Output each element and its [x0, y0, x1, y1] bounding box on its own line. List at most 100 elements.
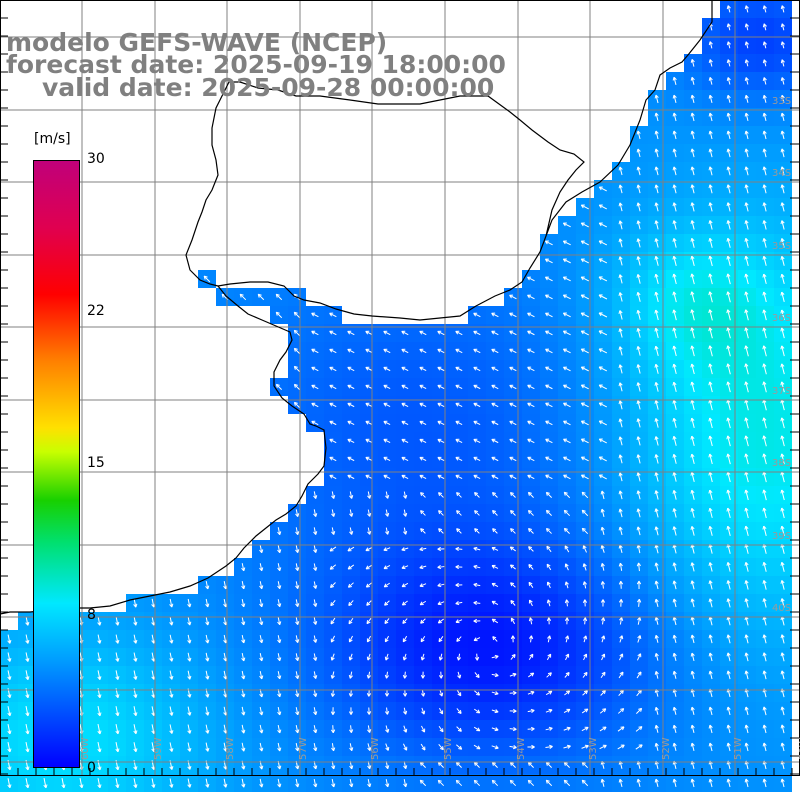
- wave-arrow: [690, 345, 695, 357]
- wave-arrow: [365, 420, 373, 426]
- wave-arrow: [636, 508, 641, 518]
- wave-arrow: [241, 670, 246, 680]
- wave-arrow: [277, 778, 282, 788]
- wave-arrow: [169, 634, 174, 644]
- wave-arrow: [438, 671, 444, 679]
- wave-arrow: [473, 420, 481, 426]
- wave-arrow: [654, 472, 659, 482]
- wave-arrow: [744, 255, 749, 266]
- wave-arrow: [636, 580, 642, 589]
- wave-arrow: [365, 546, 373, 552]
- wave-arrow: [7, 742, 12, 753]
- wave-arrow: [169, 670, 174, 680]
- wave-arrow: [473, 402, 481, 408]
- wave-arrow: [437, 583, 445, 588]
- wave-arrow: [527, 438, 535, 444]
- wave-arrow: [403, 761, 408, 770]
- wave-arrow: [473, 761, 480, 768]
- wave-arrow: [636, 653, 642, 661]
- wave-arrow: [545, 366, 553, 372]
- wave-arrow: [618, 689, 624, 697]
- wave-arrow: [637, 635, 642, 643]
- wave-arrow: [527, 366, 535, 372]
- wave-arrow: [545, 491, 553, 499]
- wave-arrow: [563, 456, 571, 462]
- wave-arrow: [79, 778, 84, 789]
- wave-arrow: [313, 725, 318, 734]
- wave-arrow: [383, 384, 391, 390]
- wave-arrow: [598, 294, 608, 300]
- wave-arrow: [347, 384, 355, 390]
- wave-arrow: [241, 742, 246, 752]
- wave-arrow: [690, 453, 695, 464]
- wave-arrow: [582, 599, 588, 607]
- lon-label: 57W: [298, 737, 309, 760]
- wave-arrow: [598, 402, 607, 408]
- wave-arrow: [690, 417, 695, 429]
- wave-arrow: [744, 94, 749, 103]
- wave-arrow: [455, 474, 463, 480]
- wave-arrow: [672, 634, 677, 643]
- wave-arrow: [241, 652, 246, 662]
- wave-arrow: [456, 689, 462, 697]
- wave-arrow: [762, 130, 767, 140]
- wave-arrow: [744, 237, 749, 248]
- wave-arrow: [636, 671, 642, 679]
- wave-arrow: [780, 525, 785, 537]
- wave-arrow: [241, 617, 246, 626]
- wave-arrow: [563, 474, 571, 480]
- wave-arrow: [348, 671, 353, 679]
- wave-arrow: [491, 312, 499, 318]
- wave-arrow: [295, 671, 300, 680]
- wave-arrow: [636, 238, 641, 248]
- wave-arrow: [491, 546, 499, 551]
- wave-arrow: [491, 691, 499, 696]
- wave-arrow: [97, 652, 102, 662]
- wave-arrow: [545, 276, 553, 282]
- wave-arrow: [403, 725, 408, 733]
- wave-arrow: [744, 742, 749, 752]
- wave-arrow: [744, 327, 749, 339]
- wave-arrow: [780, 706, 785, 716]
- wave-arrow: [654, 670, 659, 679]
- wave-arrow: [367, 725, 372, 733]
- wave-arrow: [259, 778, 264, 788]
- wave-arrow: [115, 634, 120, 644]
- wave-arrow: [636, 472, 641, 482]
- wave-arrow: [133, 634, 138, 644]
- wave-arrow: [690, 598, 695, 608]
- wave-arrow: [672, 202, 677, 212]
- wave-arrow: [780, 5, 785, 13]
- wave-arrow: [690, 130, 695, 140]
- wave-arrow: [473, 600, 481, 606]
- wave-arrow: [133, 670, 138, 680]
- wave-arrow: [277, 653, 282, 662]
- wave-arrow: [780, 184, 785, 194]
- wave-arrow: [780, 742, 785, 752]
- wave-arrow: [349, 725, 354, 733]
- wave-arrow: [528, 672, 535, 678]
- wave-arrow: [762, 706, 767, 716]
- wave-arrow: [331, 509, 336, 517]
- wave-arrow: [672, 291, 677, 303]
- wave-arrow: [562, 276, 571, 282]
- wave-arrow: [690, 291, 695, 303]
- wave-arrow: [636, 490, 641, 500]
- wave-arrow: [744, 598, 749, 608]
- wave-arrow: [581, 779, 589, 787]
- wave-arrow: [455, 348, 463, 354]
- wave-arrow: [419, 348, 427, 354]
- wave-arrow: [401, 420, 409, 426]
- wave-arrow: [491, 474, 499, 480]
- wave-arrow: [509, 420, 517, 426]
- wave-arrow: [528, 635, 534, 643]
- wave-arrow: [403, 779, 408, 788]
- wave-arrow: [690, 778, 695, 788]
- wave-arrow: [7, 634, 12, 644]
- wave-arrow: [726, 148, 731, 158]
- wave-arrow: [618, 256, 623, 266]
- wave-arrow: [366, 671, 371, 679]
- wave-arrow: [762, 291, 767, 303]
- wave-arrow: [600, 508, 605, 518]
- wave-arrow: [402, 635, 408, 643]
